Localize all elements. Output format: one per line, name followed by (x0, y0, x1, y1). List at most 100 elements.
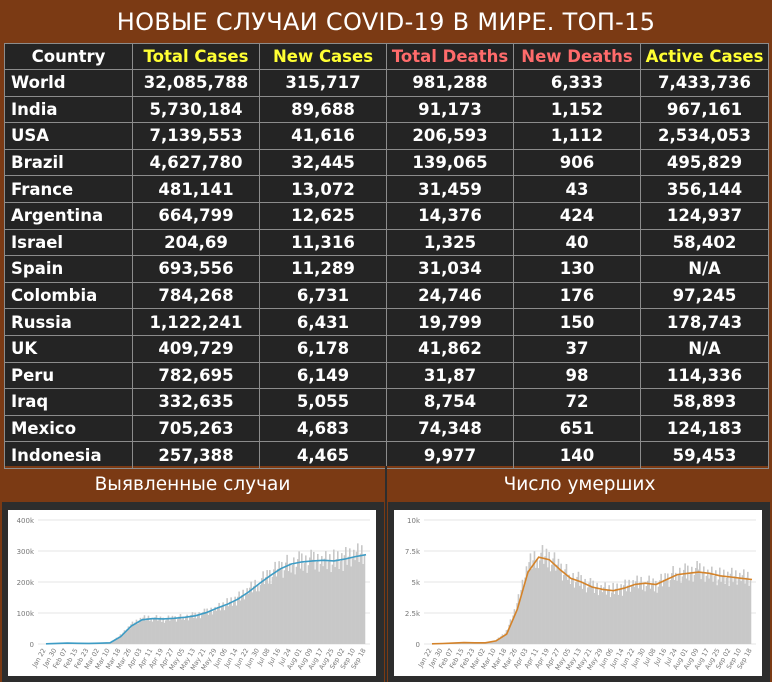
daily-bar (163, 622, 166, 644)
cell-new-cases: 11,316 (259, 228, 387, 257)
daily-bar (584, 578, 586, 644)
daily-bar (346, 564, 348, 644)
daily-bar (745, 577, 748, 644)
daily-bar (297, 559, 299, 644)
daily-bar (202, 611, 204, 644)
daily-bar (173, 618, 175, 644)
daily-bar (193, 617, 195, 644)
daily-bar (147, 615, 150, 644)
daily-bar (655, 580, 657, 644)
daily-bar (493, 640, 496, 644)
daily-bar (271, 576, 274, 644)
cell-new-cases: 13,072 (259, 175, 387, 203)
cell-total-deaths: 981,288 (386, 69, 514, 97)
daily-bar (641, 589, 644, 644)
daily-bar (246, 588, 248, 644)
daily-bar (318, 571, 320, 644)
cell-new-deaths: 1,112 (513, 122, 641, 150)
daily-bar (275, 576, 278, 644)
daily-bar (717, 579, 720, 644)
daily-bar (315, 561, 318, 644)
daily-bar (643, 584, 645, 644)
daily-bar (281, 561, 283, 644)
daily-bar (141, 620, 143, 644)
cell-total-cases: 784,268 (132, 281, 260, 310)
table-row: France 481,141 13,072 31,459 43 356,144 (4, 175, 769, 203)
cell-total-cases: 409,729 (132, 334, 260, 363)
y-tick-label: 400k (17, 517, 35, 525)
table-row: Iraq 332,635 5,055 8,754 72 58,893 (4, 388, 769, 416)
daily-bar (265, 577, 267, 644)
cell-active-cases: N/A (640, 334, 769, 363)
daily-bar (615, 588, 617, 644)
daily-bar (171, 615, 174, 644)
table-row: Russia 1,122,241 6,431 19,799 150 178,743 (4, 308, 769, 336)
daily-bar (736, 584, 738, 644)
daily-bar (560, 563, 562, 644)
table-row: Mexico 705,263 4,683 74,348 651 124,183 (4, 414, 769, 443)
cell-total-cases: 32,085,788 (132, 69, 260, 97)
daily-bar (660, 573, 662, 644)
daily-bar (155, 615, 158, 644)
daily-bar (301, 553, 303, 644)
daily-bar (563, 574, 565, 644)
page-title: НОВЫЕ СЛУЧАИ COVID-19 В МИРЕ. ТОП-15 (116, 8, 656, 36)
section-divider (385, 466, 387, 682)
daily-bar (358, 562, 360, 644)
y-tick-label: 7.5k (405, 548, 421, 556)
daily-bar (573, 587, 576, 644)
daily-bar (672, 566, 674, 644)
daily-bar (624, 579, 626, 644)
daily-bar (238, 591, 240, 644)
cell-country: Peru (4, 361, 133, 390)
daily-bar (497, 637, 500, 644)
daily-bar (142, 617, 144, 644)
daily-bar (725, 577, 728, 644)
cell-active-cases: 178,743 (640, 308, 769, 336)
daily-bar (557, 558, 560, 644)
daily-bar (129, 628, 131, 644)
deaths-section-title: Число умерших (503, 473, 656, 495)
daily-bar (237, 596, 239, 644)
cell-country: Mexico (4, 414, 133, 443)
daily-bar (323, 558, 326, 644)
daily-bar (342, 570, 344, 644)
daily-bar (519, 599, 521, 644)
daily-bar (322, 566, 324, 644)
daily-bar (628, 579, 630, 644)
y-tick-label: 300k (17, 548, 35, 556)
daily-bar (720, 581, 722, 644)
daily-bar (556, 564, 558, 644)
daily-bar (159, 616, 162, 644)
daily-bar (503, 635, 505, 644)
daily-bar (122, 632, 124, 644)
daily-bar (334, 567, 336, 644)
cell-total-cases: 664,799 (132, 201, 260, 230)
cell-total-deaths: 1,325 (386, 228, 514, 257)
daily-bar (303, 563, 306, 644)
daily-bar (505, 630, 508, 644)
cell-active-cases: 495,829 (640, 148, 769, 177)
daily-bar (191, 612, 194, 644)
daily-bar (178, 616, 180, 644)
daily-bar (130, 624, 132, 644)
cell-new-cases: 4,465 (259, 441, 387, 469)
daily-bar (721, 575, 724, 644)
daily-bar (305, 555, 307, 644)
daily-bar (349, 548, 351, 644)
daily-bar (651, 583, 653, 644)
daily-bar (636, 575, 638, 644)
daily-bar (612, 582, 614, 644)
daily-bar (501, 634, 504, 644)
daily-bar (507, 629, 509, 644)
daily-bar (319, 563, 322, 644)
daily-bar (326, 569, 328, 644)
daily-bar (693, 574, 696, 644)
daily-bar (151, 621, 154, 644)
cell-country: UK (4, 334, 133, 363)
daily-bar (647, 580, 649, 644)
daily-bar (535, 567, 537, 644)
daily-bar (687, 565, 689, 644)
daily-bar (664, 573, 666, 644)
cell-country: USA (4, 122, 133, 150)
